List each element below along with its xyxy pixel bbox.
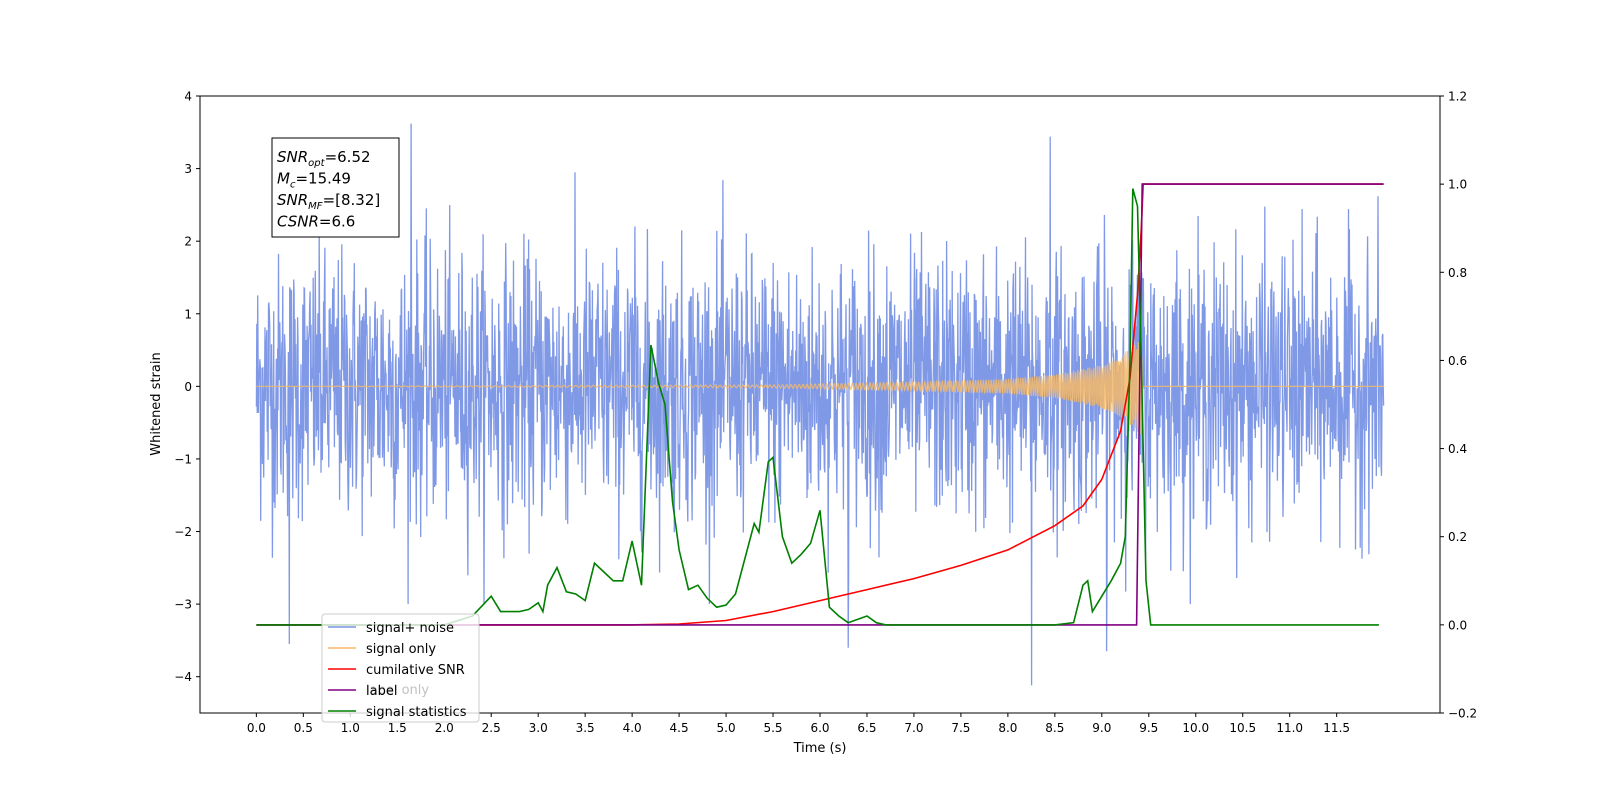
y-axis-left: −4 −3 −2 −1 0 1 2 3 4 [174, 90, 200, 684]
y-tick-label-left: 1 [184, 307, 192, 321]
x-tick-label: 1.5 [388, 721, 407, 735]
legend-entry-label: label [366, 684, 397, 699]
x-tick-label: 6.5 [857, 721, 876, 735]
x-tick-label: 8.5 [1045, 721, 1064, 735]
legend-label-only: label only [366, 683, 429, 698]
legend-entry-label: signal+ noise [366, 621, 454, 636]
x-tick-label: 1.0 [341, 721, 360, 735]
annotation-line: SNRopt=6.52 [277, 148, 371, 169]
x-axis: 0.0 0.5 1.0 1.5 2.0 2.5 3.0 3.5 4.0 4.5 5.0 5.5 6.0 6… [247, 713, 1350, 735]
y-axis-right: −0.2 0.0 0.2 0.4 0.6 0.8 1.0 1.2 [1440, 90, 1477, 721]
x-tick-label: 9.5 [1139, 721, 1158, 735]
x-tick-label: 2.5 [482, 721, 501, 735]
y-tick-label-right: 0.4 [1448, 442, 1467, 456]
series-cumilative-snr [256, 183, 1384, 626]
plot-data [255, 123, 1385, 686]
x-tick-label: 7.5 [951, 721, 970, 735]
y-tick-label-left: −1 [174, 452, 192, 466]
y-tick-label-left: −4 [174, 670, 192, 684]
series-signal-only [256, 337, 1384, 435]
x-axis-label: Time (s) [793, 741, 847, 756]
x-tick-label: 2.0 [435, 721, 454, 735]
x-tick-label: 11.5 [1323, 721, 1350, 735]
y-axis-label: Whitened strain [149, 352, 164, 455]
annotation-frame [271, 137, 400, 238]
x-tick-label: 0.0 [247, 721, 266, 735]
x-tick-label: 10.0 [1182, 721, 1209, 735]
y-tick-label-left: 4 [184, 90, 192, 104]
series-signal-plus-noise [255, 123, 1385, 686]
y-tick-label-right: 0.0 [1448, 618, 1467, 632]
series-label [256, 183, 1384, 626]
x-tick-label: 8.0 [998, 721, 1017, 735]
y-tick-label-left: 3 [184, 162, 192, 176]
y-tick-label-right: 1.0 [1448, 178, 1467, 192]
legend: label only signal+ noise signal only cumila… [321, 613, 480, 723]
x-tick-label: 4.0 [623, 721, 642, 735]
x-tick-label: 3.5 [576, 721, 595, 735]
x-tick-label: 4.5 [670, 721, 689, 735]
y-tick-label-right: 1.2 [1448, 90, 1467, 104]
y-tick-label-right: 0.2 [1448, 530, 1467, 544]
x-tick-label: 6.0 [810, 721, 829, 735]
x-tick-label: 0.5 [294, 721, 313, 735]
y-tick-label-right: 0.6 [1448, 354, 1467, 368]
legend-frame [321, 613, 480, 723]
x-tick-label: 7.0 [904, 721, 923, 735]
annotation-line: CSNR=6.6 [277, 213, 355, 231]
y-tick-label-left: −3 [174, 598, 192, 612]
y-tick-label-left: 0 [184, 380, 192, 394]
legend-entry-label: signal statistics [366, 705, 467, 720]
y-tick-label-right: 0.8 [1448, 266, 1467, 280]
x-tick-label: 10.5 [1229, 721, 1256, 735]
legend-entry-label: signal only [366, 642, 436, 657]
y-tick-label-right: −0.2 [1448, 707, 1477, 721]
legend-entry-label: cumilative SNR [366, 663, 465, 678]
annotation-line: Mc=15.49 [277, 170, 351, 191]
annotation-line: SNRMF=[8.32] [277, 191, 380, 212]
x-tick-label: 5.5 [763, 721, 782, 735]
x-tick-label: 5.0 [717, 721, 736, 735]
y-tick-label-left: −2 [174, 525, 192, 539]
x-tick-label: 11.0 [1276, 721, 1303, 735]
y-tick-label-left: 2 [184, 235, 192, 249]
x-tick-label: 3.0 [529, 721, 548, 735]
x-tick-label: 9.0 [1092, 721, 1111, 735]
series-signal-statistics [256, 188, 1379, 626]
